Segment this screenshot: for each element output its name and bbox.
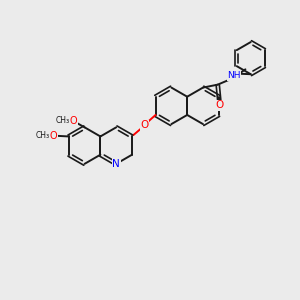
Text: CH₃: CH₃ [36,131,50,140]
Text: O: O [50,131,57,141]
Text: O: O [215,100,223,110]
Text: N: N [112,159,120,169]
Text: O: O [70,116,77,126]
Text: NH: NH [227,71,241,80]
Text: O: O [140,120,148,130]
Text: CH₃: CH₃ [56,116,70,125]
